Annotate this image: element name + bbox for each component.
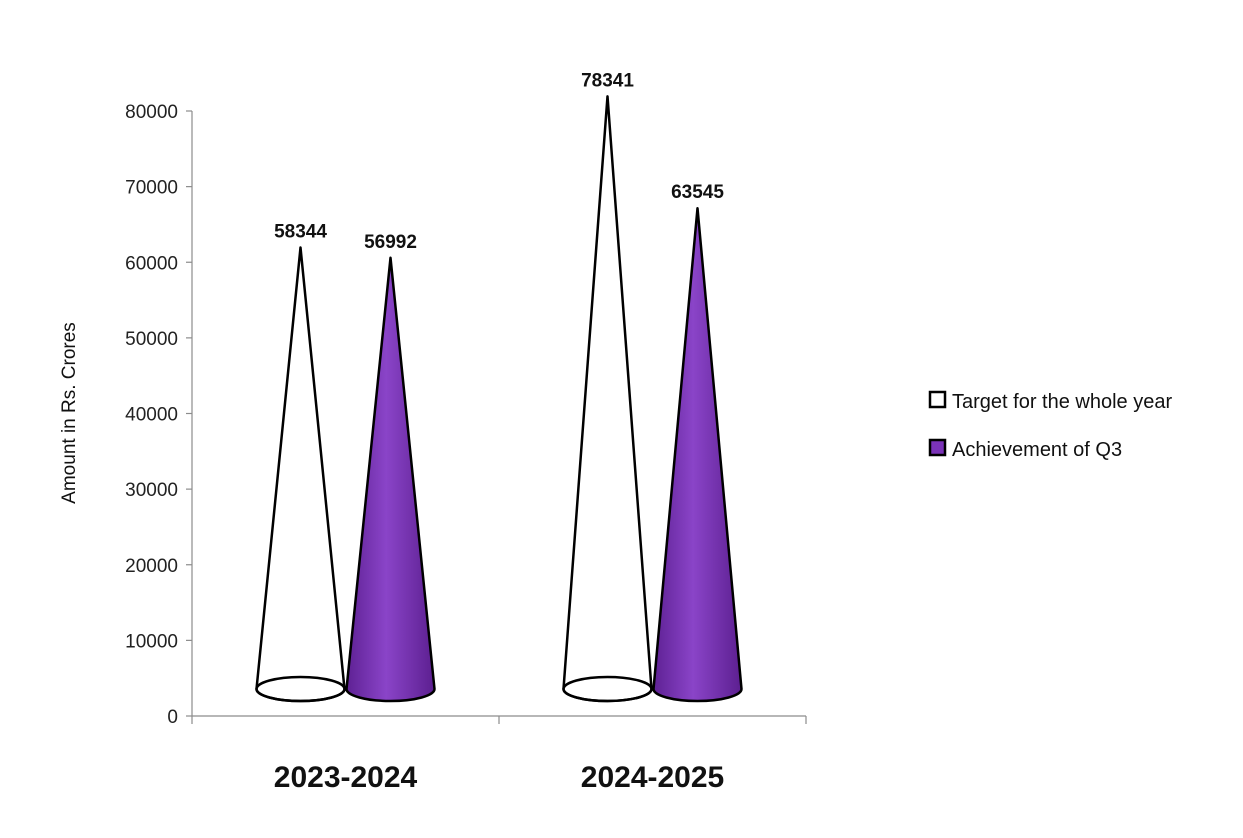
cone-body: [652, 206, 743, 703]
y-tick-label: 0: [167, 707, 178, 728]
cone-bar: [255, 246, 346, 703]
y-tick-label: 10000: [125, 631, 178, 652]
y-tick-label: 40000: [125, 405, 178, 426]
y-tick-label: 70000: [125, 178, 178, 199]
legend-label: Achievement of Q3: [952, 439, 1122, 461]
data-label: 58344: [274, 222, 327, 243]
legend-swatch: [928, 390, 947, 409]
legend-item: Target for the whole year: [928, 390, 1172, 413]
y-tick-label: 60000: [125, 253, 178, 274]
data-label: 63545: [671, 182, 724, 203]
y-tick-label: 80000: [125, 102, 178, 123]
y-axis-title: Amount in Rs. Crores: [59, 322, 80, 504]
cone-bar: [652, 206, 743, 703]
y-tick-label: 30000: [125, 480, 178, 501]
cone-base: [255, 675, 346, 703]
cone-body: [562, 95, 653, 703]
cone-bar: [562, 95, 653, 703]
cone-bar: [345, 256, 436, 703]
cone-base: [562, 675, 653, 703]
y-tick-label: 20000: [125, 556, 178, 577]
x-category-label: 2023-2024: [274, 761, 418, 794]
cone-body: [255, 246, 346, 703]
cone-body: [345, 256, 436, 703]
legend-item: Achievement of Q3: [928, 438, 1122, 461]
y-tick-label: 50000: [125, 329, 178, 350]
data-label: 56992: [364, 232, 417, 253]
legend-swatch: [928, 438, 947, 457]
x-category-label: 2024-2025: [581, 761, 724, 794]
legend-label: Target for the whole year: [952, 391, 1172, 413]
data-label: 78341: [581, 70, 634, 91]
